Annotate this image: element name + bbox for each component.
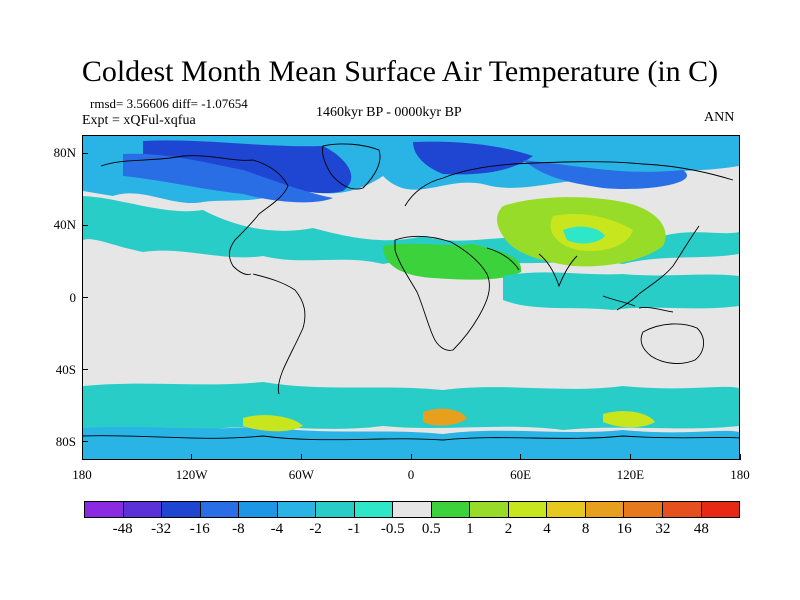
x-tick-label: 120W <box>175 467 208 482</box>
colorbar-label: 2 <box>504 521 513 537</box>
map-plot-area <box>82 135 740 460</box>
colorbar-segment <box>277 502 317 517</box>
coastline-north-america <box>100 155 289 275</box>
temperature-anomaly-map <box>83 136 739 459</box>
colorbar <box>84 501 740 518</box>
x-tick-mark <box>191 454 193 460</box>
x-tick-label: 60W <box>288 467 314 482</box>
x-tick-label: 60E <box>510 467 532 482</box>
anomaly-field-antarctic-warm <box>423 408 467 426</box>
x-tick-label: 0 <box>407 467 415 482</box>
y-tick-mark <box>82 224 88 226</box>
anomaly-field-arctic-mid <box>123 153 687 203</box>
x-tick-mark <box>300 454 302 460</box>
y-tick-label: 80S <box>55 433 76 449</box>
coastline-australia <box>640 323 704 364</box>
colorbar-segment <box>624 502 663 517</box>
period-label: 1460kyr BP - 0000kyr BP <box>316 105 462 120</box>
colorbar-label: 8 <box>581 521 590 537</box>
anomaly-field-africa-warm <box>383 243 522 280</box>
colorbar-label: 0.5 <box>421 521 441 537</box>
coastline-greenland <box>322 143 381 190</box>
y-tick-mark <box>82 369 88 371</box>
colorbar-label: -16 <box>189 521 210 537</box>
y-tick-label: 0 <box>69 289 77 305</box>
colorbar-label: 1 <box>466 521 474 537</box>
y-tick-mark <box>82 441 88 443</box>
colorbar-label: -32 <box>151 521 172 537</box>
colorbar-label: 32 <box>655 521 671 537</box>
colorbar-segment <box>701 502 740 517</box>
chart-title: Coldest Month Mean Surface Air Temperatu… <box>81 55 719 88</box>
x-tick-mark <box>410 454 412 460</box>
y-tick-mark <box>82 152 88 154</box>
colorbar-segment <box>200 502 240 517</box>
colorbar-segment <box>547 502 586 517</box>
season-label: ANN <box>704 110 735 125</box>
experiment-line: Expt = xQFul-xqfua <box>82 113 196 128</box>
coastline-arabia-india <box>486 247 578 288</box>
colorbar-segment <box>162 502 201 517</box>
colorbar-label: -1 <box>347 521 361 537</box>
y-tick-label: 40N <box>53 217 76 233</box>
coastline-indonesia <box>602 295 674 313</box>
x-tick-label: 180 <box>72 467 92 482</box>
colorbar-label: -2 <box>309 521 322 537</box>
anomaly-field-indian-ocean <box>503 272 739 310</box>
colorbar-label: -4 <box>270 521 284 537</box>
colorbar-segment <box>85 502 124 517</box>
x-tick-label: 120E <box>616 467 645 482</box>
anomaly-field-antarctic-cold <box>83 426 739 459</box>
x-tick-mark <box>81 454 83 460</box>
y-tick-label: 80N <box>53 145 76 161</box>
colorbar-segment <box>585 502 625 517</box>
coastlines <box>83 143 739 441</box>
x-tick-mark <box>520 454 522 460</box>
y-tick-label: 40S <box>55 361 76 377</box>
anomaly-field-arctic-deep <box>143 140 533 194</box>
y-tick-mark <box>82 297 88 298</box>
anomaly-field-tibet <box>563 226 605 244</box>
colorbar-segment <box>393 502 432 517</box>
colorbar-label: 48 <box>693 521 709 537</box>
anomaly-field-antarctic-warm-2 <box>243 411 655 432</box>
x-tick-mark <box>739 454 741 460</box>
coastline-antarctica <box>83 435 739 441</box>
coastline-africa <box>394 235 490 351</box>
colorbar-segment <box>123 502 163 517</box>
colorbar-segment <box>316 502 355 517</box>
coastline-south-america <box>252 273 306 395</box>
colorbar-segment <box>354 502 394 517</box>
colorbar-label: -48 <box>112 521 133 537</box>
colorbar-segment <box>508 502 548 517</box>
colorbar-label: -8 <box>232 521 245 537</box>
colorbar-segment <box>239 502 278 517</box>
colorbar-label: 4 <box>543 521 551 537</box>
colorbar-label: 16 <box>616 521 632 537</box>
colorbar-segment <box>470 502 509 517</box>
x-tick-label: 180 <box>730 467 750 482</box>
colorbar-segment <box>431 502 471 517</box>
colorbar-label: -0.5 <box>380 521 405 537</box>
colorbar-segment <box>662 502 702 517</box>
x-tick-mark <box>629 454 631 460</box>
stats-line: rmsd= 3.56606 diff= -1.07654 <box>90 96 248 111</box>
